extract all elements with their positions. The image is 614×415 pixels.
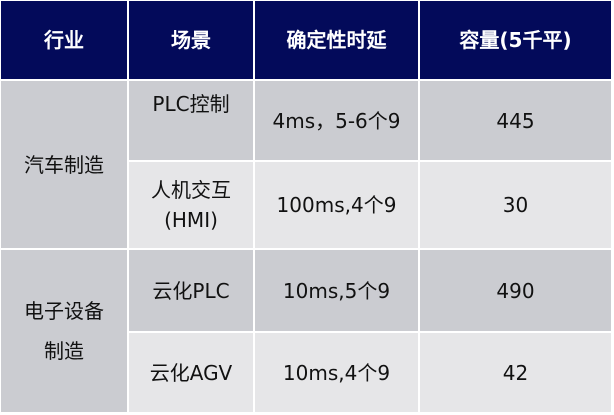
table-row: 人机交互 (HMI) 100ms,4个9 30	[1, 162, 611, 248]
header-scenario: 场景	[129, 1, 253, 79]
capacity-cell: 445	[420, 81, 611, 160]
scenario-cell: PLC控制	[129, 81, 253, 160]
table-row: 电子设备制造 云化PLC 10ms,5个9 490	[1, 250, 611, 412]
capacity-cell: 30	[420, 162, 611, 248]
latency-cell: 10ms,5个9	[255, 250, 418, 331]
scenario-cell: 云化PLC	[129, 250, 253, 331]
latency-cell: 10ms,4个9	[255, 333, 418, 412]
industry-cell: 汽车制造	[1, 81, 127, 248]
scenario-line: (HMI)	[164, 208, 218, 232]
scenario-cell: 人机交互 (HMI)	[129, 162, 253, 248]
table-row: 云化AGV 10ms,4个9 42	[1, 333, 611, 412]
industry-cell: 电子设备 制造	[1, 250, 127, 412]
capacity-cell: 490	[420, 250, 611, 331]
scenario-text: PLC控制	[152, 92, 230, 116]
header-capacity: 容量(5千平)	[420, 1, 611, 79]
latency-cell: 4ms，5-6个9	[255, 81, 418, 160]
latency-cell: 100ms,4个9	[255, 162, 418, 248]
header-industry: 行业	[1, 1, 127, 79]
scenario-line: 人机交互	[151, 178, 231, 202]
header-latency: 确定性时延	[255, 1, 418, 79]
industry-line: 制造	[44, 339, 84, 363]
industry-line: 电子设备	[24, 299, 104, 323]
capacity-cell: 42	[420, 333, 611, 412]
table-row: 汽车制造 PLC控制 4ms，5-6个9 445	[1, 81, 611, 248]
table-header-row: 行业 场景 确定性时延 容量(5千平)	[1, 1, 611, 79]
scenario-cell: 云化AGV	[129, 333, 253, 412]
